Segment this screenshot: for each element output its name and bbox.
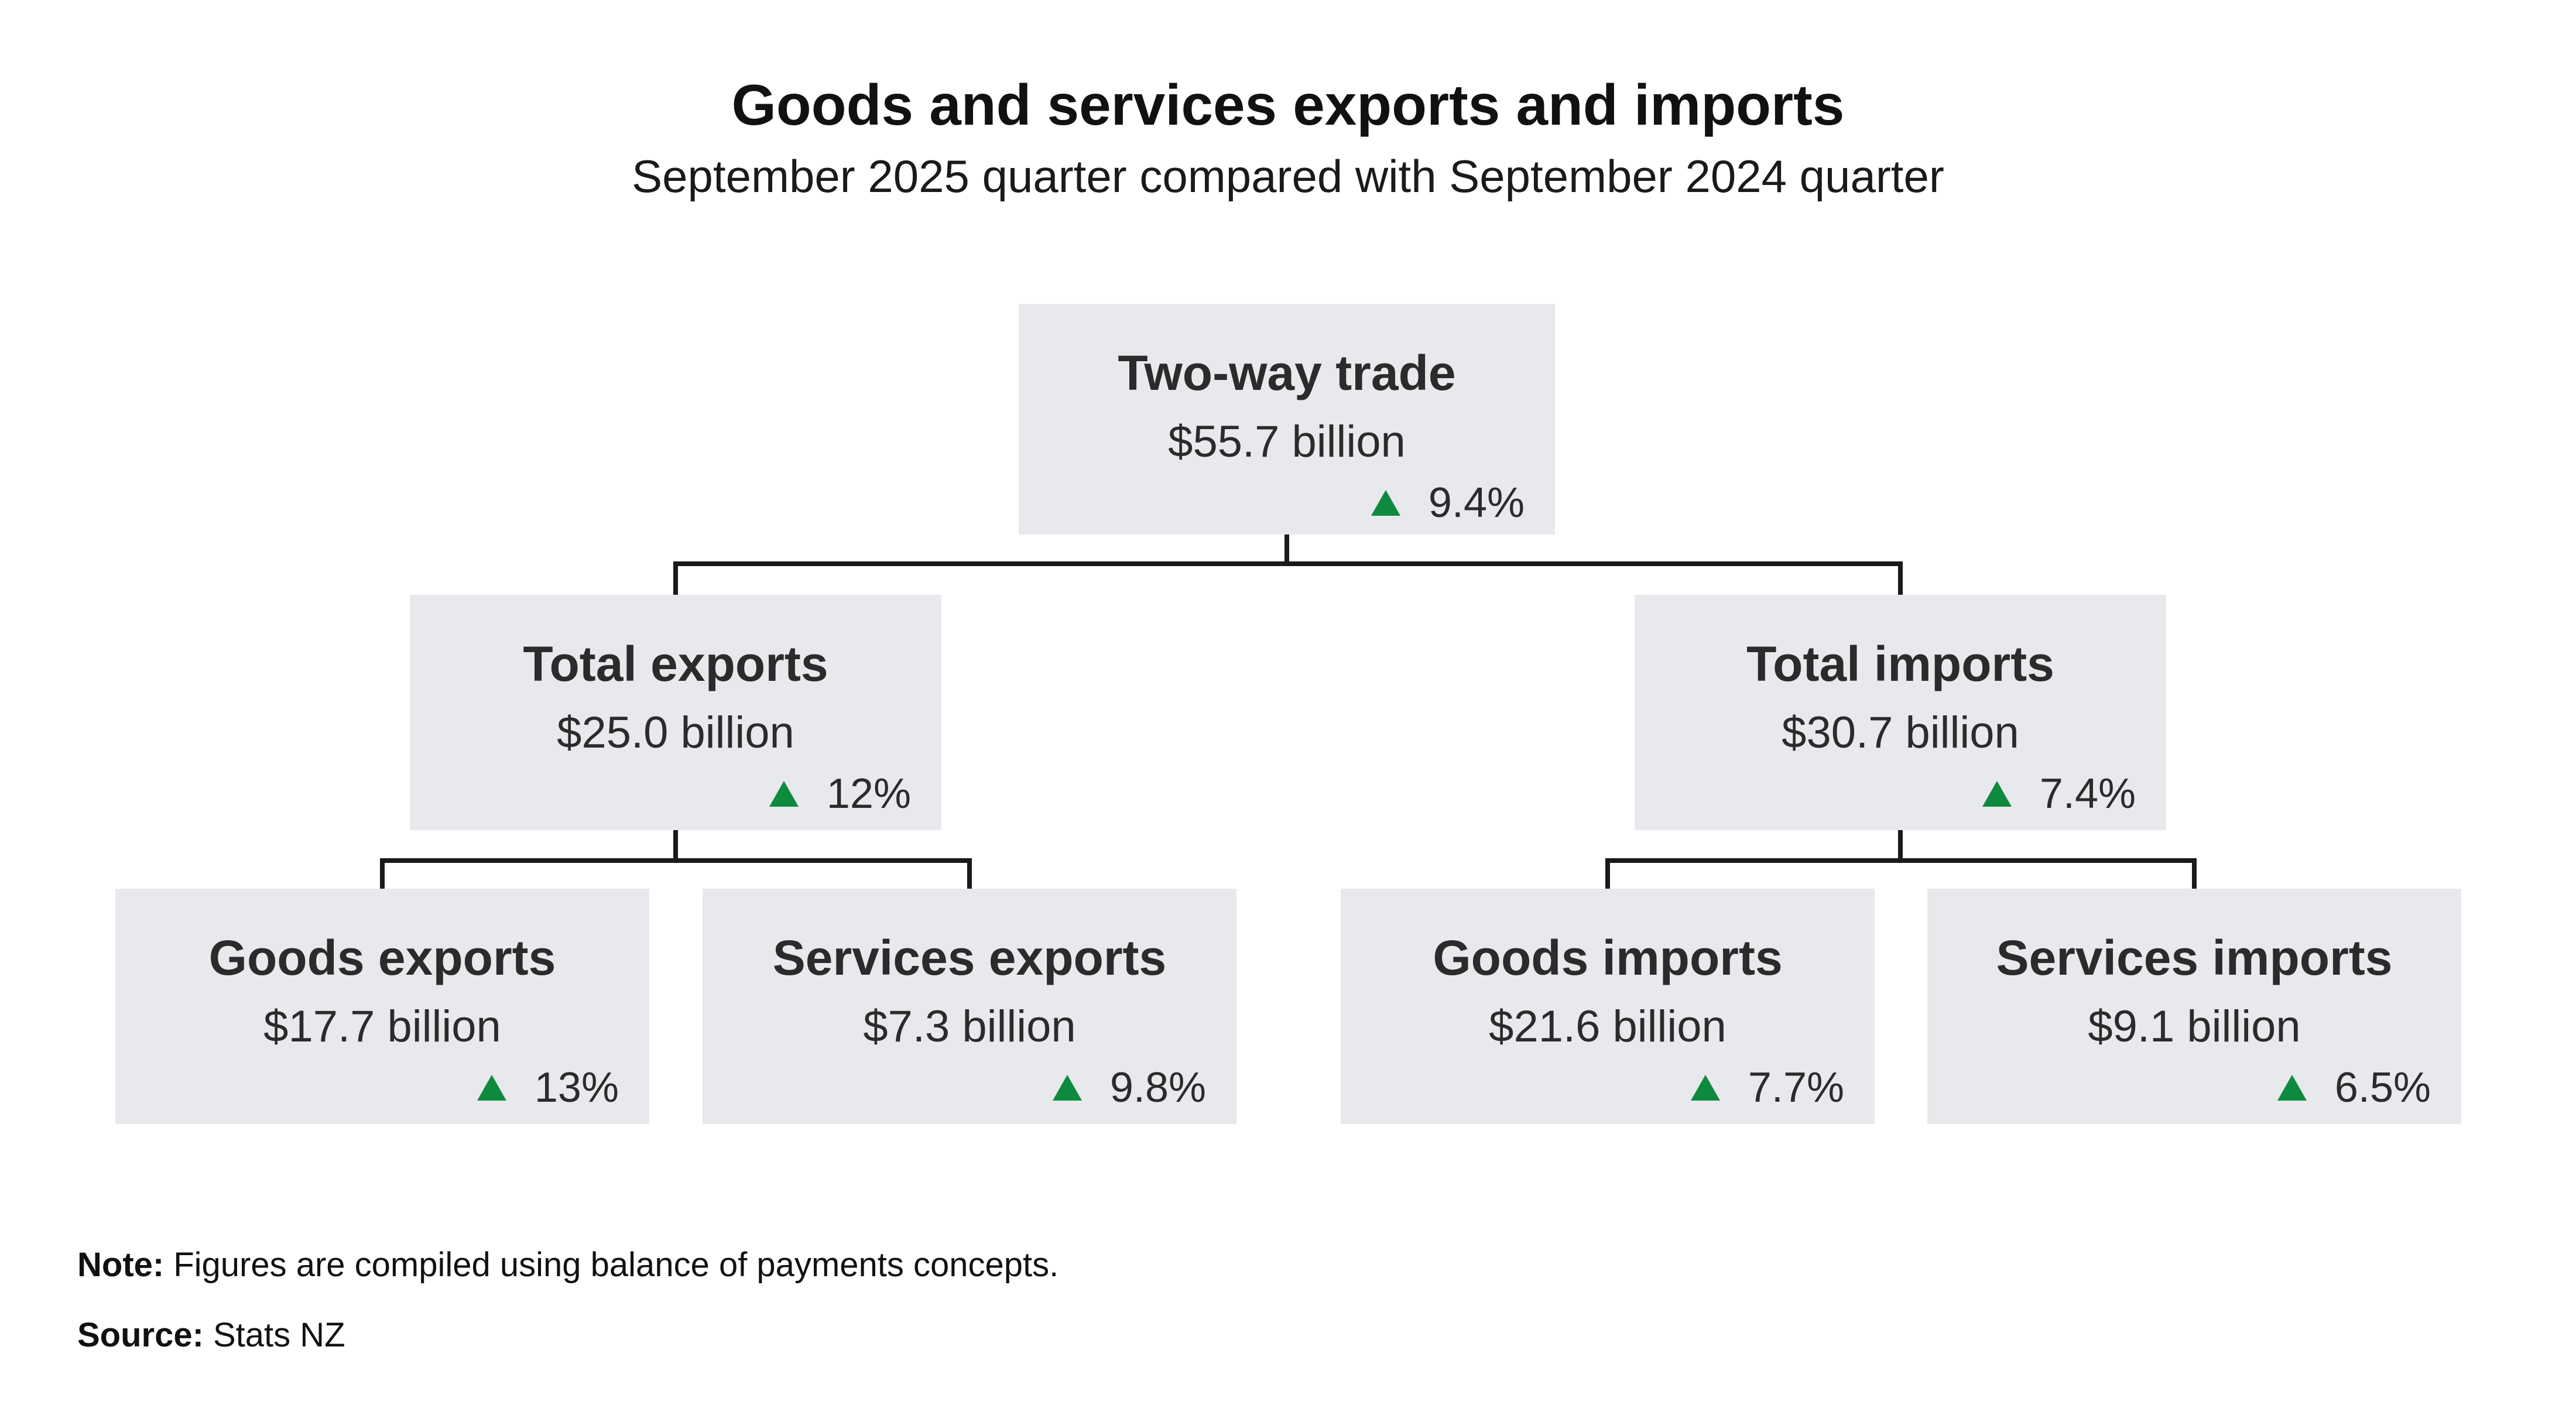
connector-line xyxy=(1605,858,1610,889)
node-value: $7.3 billion xyxy=(863,1002,1076,1052)
source-label: Source: xyxy=(77,1316,204,1354)
increase-triangle-icon xyxy=(2277,1074,2307,1101)
source-line: Source: Stats NZ xyxy=(77,1315,345,1356)
node-change-row: 7.4% xyxy=(1982,773,2166,815)
increase-triangle-icon xyxy=(1982,780,2012,807)
note-line: Note: Figures are compiled using balance … xyxy=(77,1245,1059,1286)
note-text: Figures are compiled using balance of pa… xyxy=(173,1246,1059,1284)
node-box-services-imports: Services imports $9.1 billion 6.5% xyxy=(1927,889,2461,1124)
node-value: $17.7 billion xyxy=(263,1002,501,1052)
node-change-row: 12% xyxy=(769,773,941,815)
connector-line xyxy=(1605,858,2197,863)
node-box-total-exports: Total exports $25.0 billion 12% xyxy=(410,595,941,830)
node-label: Two-way trade xyxy=(1118,345,1456,400)
connector-line xyxy=(673,561,1903,566)
node-label: Services exports xyxy=(772,930,1167,985)
connector-line xyxy=(380,858,972,863)
node-change-row: 13% xyxy=(477,1067,649,1109)
connector-line xyxy=(673,830,678,863)
node-value: $30.7 billion xyxy=(1782,708,2019,758)
increase-triangle-icon xyxy=(477,1074,506,1101)
node-value: $55.7 billion xyxy=(1168,417,1406,467)
node-label: Goods imports xyxy=(1433,930,1783,985)
node-box-total-imports: Total imports $30.7 billion 7.4% xyxy=(1635,595,2166,830)
increase-triangle-icon xyxy=(1052,1074,1082,1101)
node-value: $25.0 billion xyxy=(557,708,794,758)
connector-line xyxy=(380,858,385,889)
node-label: Goods exports xyxy=(208,930,556,985)
change-value: 6.5% xyxy=(2334,1064,2431,1111)
connector-line xyxy=(967,858,972,889)
connector-line xyxy=(1284,534,1289,566)
change-value: 7.4% xyxy=(2039,770,2136,817)
node-box-goods-exports: Goods exports $17.7 billion 13% xyxy=(115,889,649,1124)
connector-line xyxy=(1898,830,1903,863)
increase-triangle-icon xyxy=(1690,1074,1720,1101)
node-box-two-way-trade: Two-way trade $55.7 billion 9.4% xyxy=(1019,304,1555,534)
node-value: $9.1 billion xyxy=(2088,1002,2301,1052)
change-value: 13% xyxy=(534,1064,619,1111)
node-label: Total exports xyxy=(523,636,828,691)
note-label: Note: xyxy=(77,1246,165,1284)
node-value: $21.6 billion xyxy=(1489,1002,1727,1052)
connector-line xyxy=(1898,561,1903,595)
node-box-goods-imports: Goods imports $21.6 billion 7.7% xyxy=(1341,889,1875,1124)
node-change-row: 9.8% xyxy=(1052,1064,1236,1111)
change-value: 12% xyxy=(826,770,911,817)
page-title: Goods and services exports and imports xyxy=(731,73,1845,137)
increase-triangle-icon xyxy=(769,780,799,807)
node-label: Total imports xyxy=(1746,636,2054,691)
change-value: 9.8% xyxy=(1109,1064,1206,1111)
connector-line xyxy=(2192,858,2197,889)
source-text: Stats NZ xyxy=(213,1316,345,1354)
connector-line xyxy=(673,561,678,595)
node-change-row: 6.5% xyxy=(2277,1067,2461,1109)
change-value: 9.4% xyxy=(1428,479,1525,526)
node-change-row: 7.7% xyxy=(1690,1064,1875,1111)
increase-triangle-icon xyxy=(1371,489,1400,516)
node-change-row: 9.4% xyxy=(1371,482,1555,524)
page-subtitle: September 2025 quarter compared with Sep… xyxy=(632,150,1944,202)
node-label: Services imports xyxy=(1996,930,2393,985)
node-box-services-exports: Services exports $7.3 billion 9.8% xyxy=(703,889,1236,1124)
change-value: 7.7% xyxy=(1748,1064,1844,1111)
